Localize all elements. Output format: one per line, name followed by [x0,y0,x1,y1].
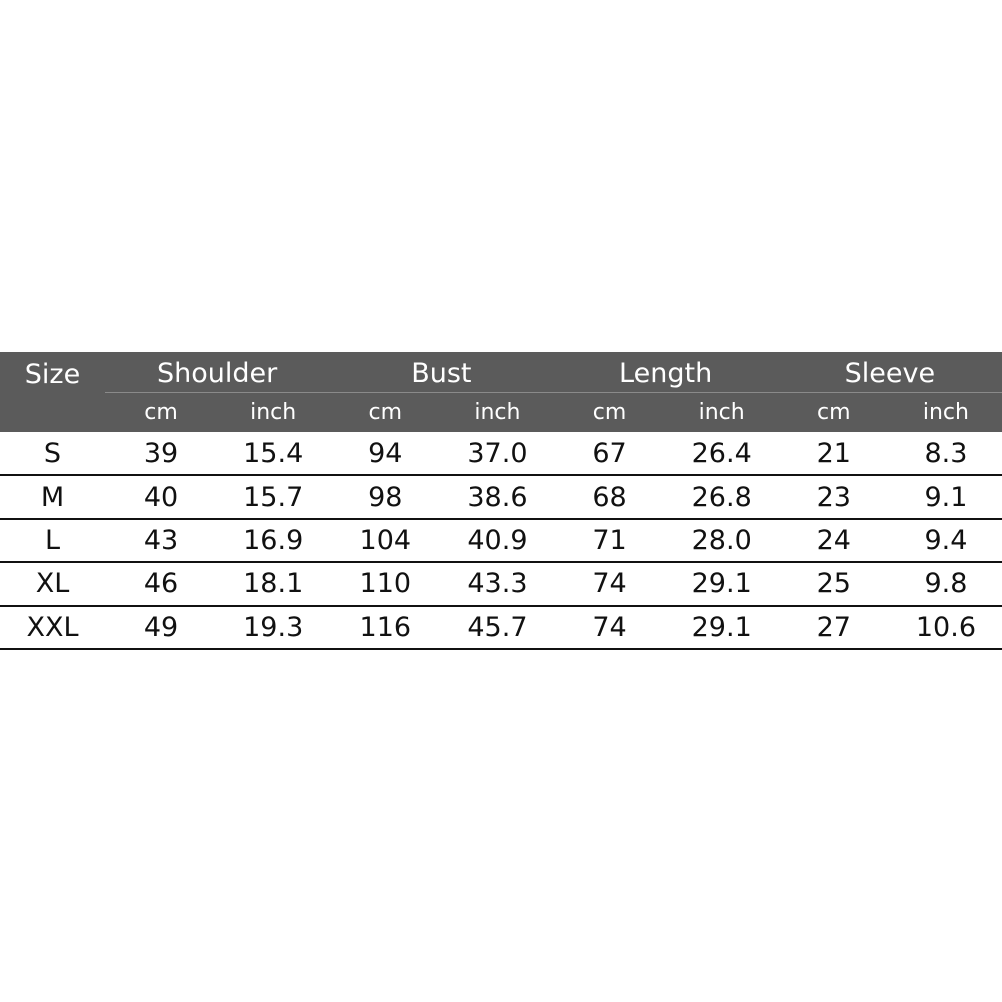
measurement: 23 [816,481,851,513]
measurement: 29.1 [691,568,752,600]
group-header: Bust [411,357,472,389]
row-rule [0,648,1002,650]
size-label: L [44,524,61,556]
row-rule [0,474,1002,477]
size-label: S [43,438,62,470]
unit-header: cm [368,400,403,425]
measurement: 43 [143,524,179,556]
measurement: 67 [592,438,627,470]
measurement: 26.4 [691,438,752,470]
measurement: 46 [143,568,179,600]
measurement: 40 [143,481,179,513]
measurement: 68 [592,481,627,513]
group-header: Shoulder [157,357,278,389]
measurement: 25 [816,568,851,600]
measurement: 43.3 [467,568,528,600]
measurement: 116 [359,611,412,643]
size-label: XXL [26,611,79,643]
measurement: 24 [816,524,851,556]
row-rule [0,561,1002,564]
measurement: 9.1 [924,481,968,513]
unit-header: inch [922,400,969,425]
measurement: 8.3 [924,438,968,470]
header-divider [105,392,1002,393]
row-rule [0,604,1002,607]
group-header: Length [619,357,713,389]
size-label: XL [35,568,70,600]
group-header: Sleeve [844,357,936,389]
measurement: 38.6 [467,481,528,513]
measurement: 37.0 [467,438,528,470]
measurement: 74 [592,568,627,600]
measurement: 104 [359,524,412,556]
measurement: 74 [592,611,627,643]
measurement: 21 [816,438,851,470]
measurement: 98 [368,481,403,513]
measurement: 26.8 [691,481,752,513]
unit-header: cm [592,400,627,425]
measurement: 29.1 [691,611,752,643]
measurement: 110 [359,568,412,600]
measurement: 45.7 [467,611,528,643]
measurement: 9.4 [924,524,968,556]
unit-header: inch [698,400,745,425]
measurement: 15.7 [243,481,304,513]
measurement: 39 [143,438,179,470]
measurement: 71 [592,524,627,556]
unit-header: inch [250,400,297,425]
measurement: 16.9 [243,524,304,556]
row-rule [0,517,1002,520]
measurement: 15.4 [243,438,304,470]
unit-header: cm [817,400,851,425]
unit-header: cm [144,400,178,425]
measurement: 27 [816,611,851,643]
measurement: 18.1 [243,568,304,600]
measurement: 40.9 [467,524,528,556]
measurement: 10.6 [915,611,976,643]
measurement: 94 [368,438,403,470]
measurement: 28.0 [691,524,752,556]
size-label: M [40,481,65,513]
unit-header: inch [474,400,521,425]
measurement: 19.3 [243,611,304,643]
size-header: Size [24,359,81,390]
measurement: 49 [143,611,179,643]
measurement: 9.8 [924,568,968,600]
